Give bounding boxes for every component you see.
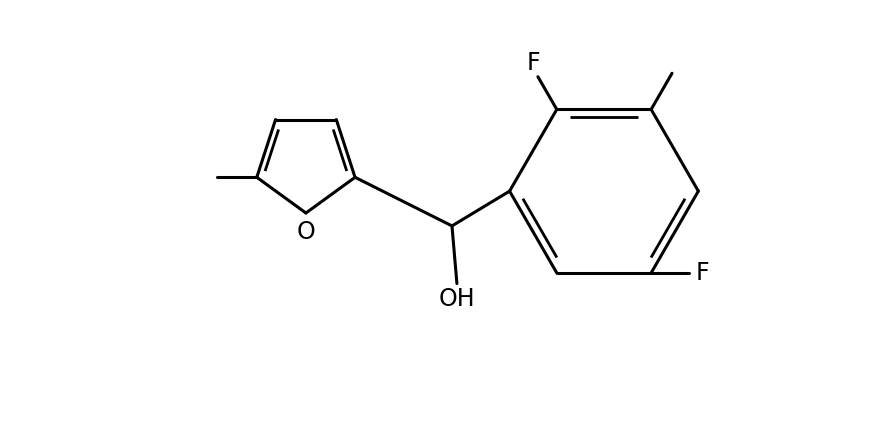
Text: OH: OH: [438, 288, 475, 311]
Text: O: O: [296, 220, 315, 244]
Text: F: F: [527, 51, 541, 75]
Text: F: F: [696, 261, 710, 285]
